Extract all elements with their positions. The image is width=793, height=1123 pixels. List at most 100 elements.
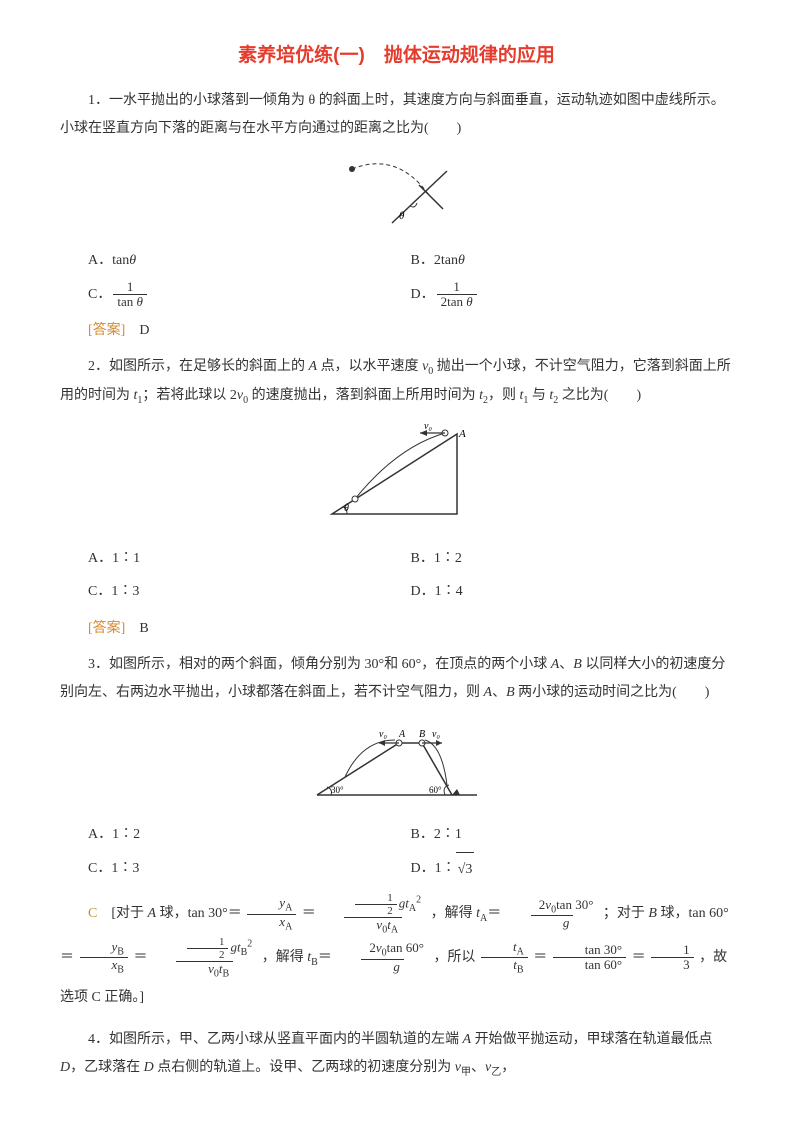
- q3-sol-tBs2: B: [222, 969, 229, 980]
- q2-stem: 2．如图所示，在足够长的斜面上的 A 点，以水平速度 v0 抛出一个小球，不计空…: [60, 353, 733, 411]
- q3-sol-yAs: A: [285, 903, 292, 914]
- svg-text:A: A: [398, 729, 406, 740]
- q3-sol-xAs: A: [285, 921, 292, 932]
- q1-optD-den-pre: 2tan: [441, 294, 467, 309]
- q3-sol-tan30b: tan 30°: [553, 943, 626, 957]
- q3-s-d: 、: [492, 685, 506, 700]
- q3-s-a: 3．如图所示，相对的两个斜面，倾角分别为 30°和 60°，在顶点的两个小球: [88, 657, 551, 672]
- q4-stem: 4．如图所示，甲、乙两小球从竖直平面内的半圆轨道的左端 A 开始做平抛运动，甲球…: [60, 1026, 733, 1083]
- q3-optD-pre: D．1∶: [411, 852, 456, 886]
- q2-optD: D．1∶4: [411, 575, 734, 609]
- q3-options: A．1∶2 B．2∶1 C．1∶3 D．1∶ √3: [88, 818, 733, 886]
- q1-optC-den-var: θ: [136, 294, 142, 309]
- svg-text:v₀: v₀: [424, 421, 432, 432]
- q3-sol-letter: C: [88, 906, 97, 921]
- q1-optB: B．2tan θ: [411, 244, 734, 278]
- q3-sol-t9: ＝: [318, 950, 332, 965]
- q3-sol-t1: [对于: [97, 906, 147, 921]
- q2-answer-value: B: [125, 621, 148, 636]
- svg-text:θ: θ: [399, 210, 405, 222]
- q3-s-e: 两小球的运动时间之比为( ): [515, 685, 710, 700]
- q1-optA-text: A．tan: [88, 244, 129, 278]
- q3-sol-tBs3: B: [311, 957, 318, 968]
- q3-sol-three: 3: [651, 957, 694, 972]
- q2-s-h: 之比为( ): [558, 388, 641, 403]
- q4-D: D: [60, 1060, 70, 1075]
- q1-answer-value: D: [125, 323, 149, 338]
- q4-D2: D: [144, 1060, 154, 1075]
- svg-text:v₀: v₀: [379, 729, 387, 740]
- q3-optA: A．1∶2: [88, 818, 411, 852]
- q2-s-e: 的速度抛出，落到斜面上所用时间为: [248, 388, 479, 403]
- q2-s-f: ，则: [488, 388, 520, 403]
- q3-sol-t2: 球，tan 30°＝: [156, 906, 242, 921]
- q2-optA: A．1∶1: [88, 542, 411, 576]
- q1-optA: A．tan θ: [88, 244, 411, 278]
- svg-text:30°: 30°: [331, 785, 344, 795]
- q4-yi: 乙: [491, 1067, 501, 1078]
- q2-s-d: ；若将此球以 2: [142, 388, 237, 403]
- q3-sol-t5: ；对于: [603, 906, 649, 921]
- q3-sol-B: B: [648, 906, 657, 921]
- svg-text:B: B: [419, 729, 425, 740]
- q4-A: A: [463, 1032, 472, 1047]
- q3-sol-A: A: [148, 906, 157, 921]
- q3-sol-tan60a: tan 60°: [387, 940, 424, 955]
- q4-s-f: ，: [501, 1060, 515, 1075]
- q2-s-a: 2．如图所示，在足够长的斜面上的: [88, 359, 309, 374]
- q3-optC: C．1∶3: [88, 852, 411, 887]
- q3-figure: v₀ A B v₀ 30° 60°: [60, 715, 733, 810]
- q2-optB: B．1∶2: [411, 542, 734, 576]
- q1-figure: θ: [60, 151, 733, 236]
- q3-B: B: [573, 657, 582, 672]
- q1-optA-var: θ: [129, 244, 136, 278]
- q3-optB: B．2∶1: [411, 818, 734, 852]
- q3-solution: C [对于 A 球，tan 30°＝ yA xA ＝ 1 2 gtA2 v0tA…: [60, 892, 733, 1016]
- q3-sol-half2: 1: [187, 936, 229, 948]
- q3-sol-yBs: B: [117, 946, 124, 957]
- svg-text:60°: 60°: [429, 785, 442, 795]
- q3-sol-tAs2: A: [391, 925, 398, 936]
- q2-A: A: [309, 359, 318, 374]
- q1-optD-den-var: θ: [466, 294, 472, 309]
- q2-answer-label: [答案]: [88, 621, 125, 636]
- q3-sol-g4: g: [393, 959, 400, 974]
- q3-sol-t11: ＝: [533, 950, 547, 965]
- q1-optC-num: 1: [123, 280, 138, 294]
- q3-sol-sq1: 2: [416, 894, 421, 905]
- svg-text:v₀: v₀: [432, 729, 440, 740]
- q4-s-a: 4．如图所示，甲、乙两小球从竖直平面内的半圆轨道的左端: [88, 1032, 463, 1047]
- q1-optD: D． 1 2tan θ: [411, 278, 734, 312]
- q1-optC-label: C．: [88, 278, 111, 312]
- q1-optD-label: D．: [411, 278, 435, 312]
- q3-B2: B: [506, 685, 515, 700]
- q2-s-b: 点，以水平速度: [317, 359, 422, 374]
- q3-sol-two1: 2: [355, 904, 397, 917]
- q2-s-g: 与: [528, 388, 549, 403]
- q1-answer-label: [答案]: [88, 323, 125, 338]
- q3-sol-tAs4: A: [517, 946, 524, 957]
- q3-sol-half1: 1: [355, 892, 397, 904]
- q3-sol-xBs: B: [117, 965, 124, 976]
- q1-answer: [答案] D: [60, 317, 733, 345]
- q1-optD-num: 1: [449, 280, 464, 294]
- q3-sol-tan30a: tan 30°: [556, 897, 593, 912]
- q1-optB-text: B．2tan: [411, 244, 458, 278]
- q1-optC-den-pre: tan: [117, 294, 136, 309]
- q3-sol-t3: ，解得: [431, 906, 477, 921]
- q4-jia: 甲: [461, 1067, 471, 1078]
- q2-figure: v₀ A θ: [60, 419, 733, 534]
- q1-optC: C． 1 tan θ: [88, 278, 411, 312]
- q4-s-e: 、: [471, 1060, 485, 1075]
- q3-sol-t10: ，所以: [433, 950, 475, 965]
- q3-sol-tan60b: tan 60°: [553, 957, 626, 972]
- q3-optD-rad-v: 3: [465, 862, 472, 877]
- q3-sol-tBs4: B: [517, 965, 524, 976]
- q3-sol-eq2: ＝: [133, 950, 147, 965]
- q2-optC: C．1∶3: [88, 575, 411, 609]
- q3-stem: 3．如图所示，相对的两个斜面，倾角分别为 30°和 60°，在顶点的两个小球 A…: [60, 651, 733, 707]
- q3-sol-g2: g: [563, 915, 570, 930]
- q3-s-b: 、: [559, 657, 573, 672]
- svg-text:A: A: [458, 428, 466, 440]
- q3-A2: A: [484, 685, 493, 700]
